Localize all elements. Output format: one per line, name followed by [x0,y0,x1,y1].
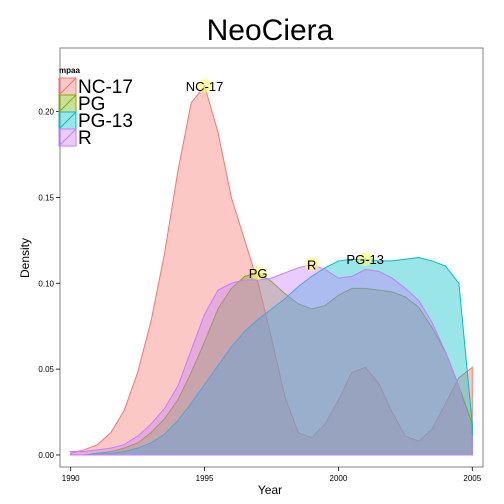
x-axis: 1990 1995 2000 2005 [62,467,482,483]
legend-label-r: R [78,128,92,149]
density-area-pg-13 [70,256,473,456]
annotation-marker-pg [251,265,266,280]
annotation-marker-nc-17 [197,78,212,93]
chart-title: NeoCiera [207,14,334,47]
y-tick-label: 0.00 [38,451,54,460]
annotation-marker-pg-13 [358,252,373,267]
x-tick-label: 2000 [330,474,348,483]
x-tick-label: 1990 [62,474,80,483]
panel-background [59,47,484,468]
x-tick-label: 2005 [463,474,481,483]
annotation-label-nc-17: NC-17 [186,79,224,94]
legend-key-slash-nc-17 [58,77,77,96]
legend-key-slash-r [58,128,77,147]
density-area-pg [70,272,473,456]
y-tick-label: 0.10 [38,279,54,288]
y-axis-title: Density [18,238,32,278]
y-tick-label: 0.15 [38,193,54,202]
legend-key-slash-pg [58,94,77,113]
annotation-label-pg-13: PG-13 [346,252,384,267]
annotation-label-r: R [307,257,316,272]
density-areas [70,84,473,456]
legend-label-pg: PG [78,94,105,115]
peak-annotations: NC-17 PG R PG-13 [186,78,384,281]
y-tick-label: 0.20 [38,108,54,117]
annotation-label-pg: PG [249,266,268,281]
legend-label-pg-13: PG-13 [78,111,133,132]
density-area-nc-17 [70,84,473,456]
y-axis: 0.00 0.05 0.10 0.15 0.20 [38,108,60,460]
legend-label-nc-17: NC-17 [78,77,133,98]
density-area-r [70,263,473,456]
annotation-marker-r [304,257,319,272]
legend-title: mpaa [59,66,80,75]
y-tick-label: 0.05 [38,365,54,374]
x-tick-label: 1995 [196,474,214,483]
x-axis-title: Year [258,483,282,497]
legend-key-slash-pg-13 [58,111,77,130]
